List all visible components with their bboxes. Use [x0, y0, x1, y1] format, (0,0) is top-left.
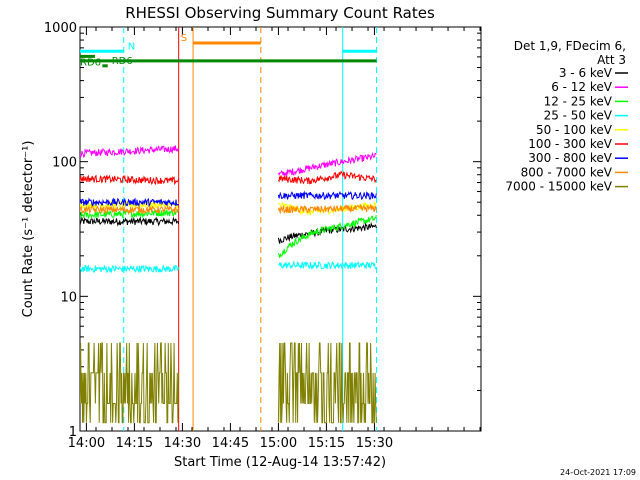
series-line [277, 203, 377, 215]
series-1 [80, 145, 377, 177]
chart-title: RHESSI Observing Summary Count Rates [125, 4, 435, 22]
flag-bars: N S RD6 RD6 [80, 33, 377, 68]
flag-label: S [181, 33, 187, 44]
x-tick-labels: 14:00 14:15 14:30 14:45 15:00 15:15 15:30 [68, 436, 393, 451]
flag-label: RD6 [80, 57, 101, 68]
footer-date: 24-Oct-2021 17:09 [560, 468, 636, 477]
x-axis-label: Start Time (12-Aug-14 13:57:42) [174, 455, 386, 470]
series-line [80, 174, 180, 186]
x-tick-label: 14:00 [68, 436, 105, 451]
legend-label: 7000 - 15000 keV [505, 180, 612, 194]
series-6 [80, 190, 377, 208]
legend-header-2: Att 3 [597, 53, 626, 67]
series-5 [80, 170, 377, 186]
axis-ticks [79, 26, 481, 432]
series-line [80, 216, 180, 227]
series-line [80, 342, 180, 424]
series-7 [80, 203, 377, 216]
series-line [80, 197, 180, 208]
series-lines [80, 145, 377, 424]
y-tick-labels: 1 10 100 1000 [44, 21, 77, 440]
legend-label: 6 - 12 keV [551, 80, 613, 94]
legend-label: 25 - 50 keV [544, 109, 613, 123]
series-line [277, 190, 377, 201]
series-line [277, 221, 377, 244]
series-line [277, 151, 377, 177]
legend-label: 50 - 100 keV [536, 123, 613, 137]
state-markers [123, 27, 378, 431]
legend-label: 300 - 800 keV [528, 151, 612, 165]
series-line [277, 214, 377, 259]
series-0 [80, 216, 377, 244]
legend-label: 12 - 25 keV [544, 94, 613, 108]
x-tick-label: 15:30 [356, 436, 393, 451]
series-3 [80, 260, 377, 274]
series-2 [80, 208, 377, 259]
series-line [80, 264, 180, 274]
legend-label: 800 - 7000 keV [521, 165, 613, 179]
series-line [80, 205, 180, 216]
legend-header-1: Det 1,9, FDecim 6, [514, 39, 626, 53]
y-tick-label: 1000 [44, 21, 77, 36]
x-tick-label: 15:00 [260, 436, 297, 451]
series-line [80, 145, 180, 158]
series-8 [80, 342, 377, 424]
legend-label: 100 - 300 keV [528, 137, 612, 151]
x-tick-label: 14:45 [212, 436, 249, 451]
legend-label: 3 - 6 keV [559, 66, 613, 80]
y-axis-label: Count Rate (s⁻¹ detector⁻¹) [21, 141, 36, 318]
series-line [278, 260, 377, 270]
x-tick-label: 14:30 [164, 436, 201, 451]
x-tick-label: 14:15 [116, 436, 153, 451]
series-line [277, 170, 377, 185]
x-tick-label: 15:15 [308, 436, 345, 451]
plot-frame [79, 26, 482, 432]
series-line [277, 342, 377, 424]
y-tick-label: 100 [52, 156, 77, 171]
y-tick-label: 10 [60, 290, 77, 305]
y-tick-label: 1 [69, 425, 77, 440]
flag-label: N [128, 41, 135, 52]
flag-label: RD6 [112, 56, 133, 67]
